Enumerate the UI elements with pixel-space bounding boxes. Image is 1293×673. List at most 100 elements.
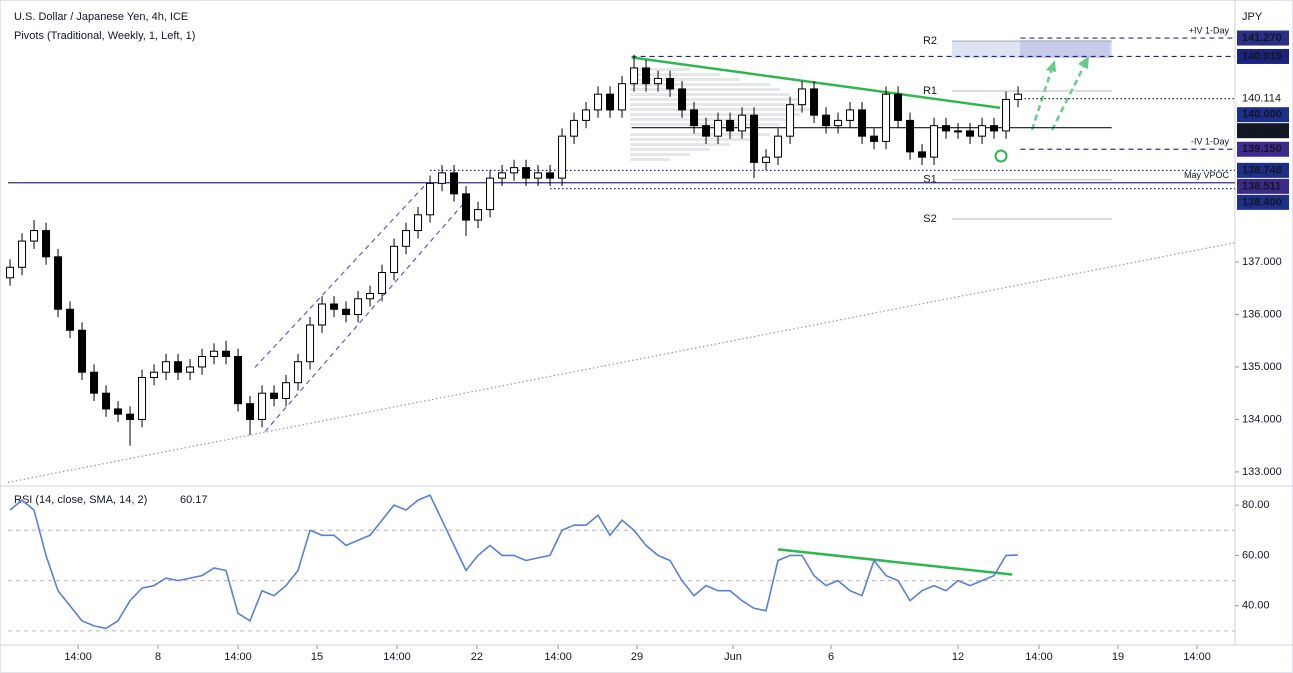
level-label: 139.561 [1242, 125, 1282, 137]
candle-body [510, 167, 519, 174]
candle-body [894, 93, 903, 121]
volume-profile [630, 68, 810, 161]
candle-body [234, 355, 243, 405]
x-tick-label: 15 [311, 651, 323, 663]
candle-body [6, 266, 15, 279]
candle-body [906, 119, 915, 153]
chart-title: U.S. Dollar / Japanese Yen, 4h, ICE [14, 11, 188, 23]
candle-body [954, 130, 963, 133]
candle-body [630, 67, 639, 85]
projection-arrows [1030, 63, 1087, 131]
x-tick-label: 14:00 [1183, 651, 1211, 663]
candle-body [174, 361, 183, 373]
x-tick-label: 8 [155, 651, 161, 663]
trendline [631, 56, 1001, 110]
candle-body [870, 135, 879, 142]
candle-body [978, 125, 987, 137]
trendline [7, 242, 1236, 483]
candle-body [702, 125, 711, 137]
candle-body [354, 298, 363, 316]
candle-body [54, 256, 63, 310]
candle-body [522, 167, 531, 179]
candle-body [606, 93, 615, 111]
y-tick-label: 136.000 [1242, 308, 1282, 320]
candle-body [990, 125, 999, 132]
candle-body [162, 361, 171, 373]
trendline [777, 548, 1013, 576]
y-tick-label: 134.000 [1242, 413, 1282, 425]
candle-body [786, 104, 795, 137]
candle-body [462, 193, 471, 221]
candle-body [198, 355, 207, 368]
candle-body [1002, 98, 1011, 132]
candle-body [426, 182, 435, 216]
candle-body [594, 93, 603, 111]
candle-body [486, 177, 495, 211]
candle-body [126, 413, 135, 420]
candle-body [114, 408, 123, 415]
candle-body [450, 172, 459, 195]
candle-body [102, 392, 111, 410]
y-tick-label: 135.000 [1242, 361, 1282, 373]
x-tick-label: 19 [1112, 651, 1124, 663]
candle-body [138, 376, 147, 420]
candle-body [402, 230, 411, 247]
candle-body [738, 114, 747, 132]
candle-body [438, 172, 447, 184]
candle-body [306, 324, 315, 363]
candle-body [810, 88, 819, 116]
candle-body [618, 83, 627, 111]
candle-body [318, 303, 327, 326]
candle-body [534, 172, 543, 179]
candle-body [366, 293, 375, 300]
candle-body [186, 366, 195, 373]
x-tick-label: 14:00 [64, 651, 92, 663]
candle-body [750, 114, 759, 163]
candle-body [66, 308, 75, 331]
x-tick-label: 22 [471, 651, 483, 663]
candle-body [714, 119, 723, 137]
rsi-last: 60.17 [180, 494, 208, 506]
level-tag [1237, 178, 1289, 194]
rsi-tick-label: 40.00 [1242, 600, 1270, 612]
candle-body [210, 350, 219, 357]
level-label: 138.748 [1242, 164, 1282, 176]
candle-body [474, 209, 483, 221]
candle-body [1014, 93, 1023, 100]
candle-body [258, 392, 267, 420]
arrow-heads [1046, 56, 1089, 72]
candle-body [774, 135, 783, 158]
level-tag [1237, 107, 1289, 123]
level-label: 141.270 [1242, 32, 1282, 44]
level-tag [1237, 194, 1289, 210]
rsi-line [9, 494, 1019, 630]
candle-body [966, 130, 975, 137]
level-label: 139.150 [1242, 143, 1282, 155]
candle-body [942, 125, 951, 132]
x-tick-label: 6 [828, 651, 834, 663]
level-tag [1237, 123, 1289, 139]
pivot-label: S2 [923, 213, 936, 225]
level-label: 140.000 [1242, 109, 1282, 121]
pivot-label: R2 [923, 35, 937, 47]
indicator-title: Pivots (Traditional, Weekly, 1, Left, 1) [14, 30, 195, 42]
candle-body [762, 156, 771, 163]
candle-body [918, 151, 927, 158]
rsi-tick-label: 80.00 [1242, 499, 1270, 511]
candle-body [150, 371, 159, 378]
candle-body [834, 119, 843, 127]
candle-body [666, 77, 675, 90]
level-label: 140.114 [1242, 93, 1281, 105]
candle-body [378, 272, 387, 295]
x-tick-label: 14:00 [544, 651, 572, 663]
x-tick-label: 14:00 [383, 651, 411, 663]
x-tick-label: 12 [952, 651, 964, 663]
candle-body [390, 245, 399, 274]
candle-body [270, 392, 279, 399]
candle-body [642, 67, 651, 85]
candle-body [846, 109, 855, 121]
candle-body [546, 172, 555, 179]
candle-body [90, 371, 99, 394]
